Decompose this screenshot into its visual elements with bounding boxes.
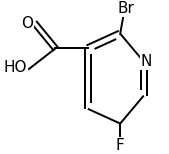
Text: F: F bbox=[116, 138, 125, 153]
Text: O: O bbox=[21, 16, 33, 31]
Text: Br: Br bbox=[118, 1, 135, 16]
Text: HO: HO bbox=[4, 60, 27, 75]
Text: N: N bbox=[140, 54, 152, 69]
